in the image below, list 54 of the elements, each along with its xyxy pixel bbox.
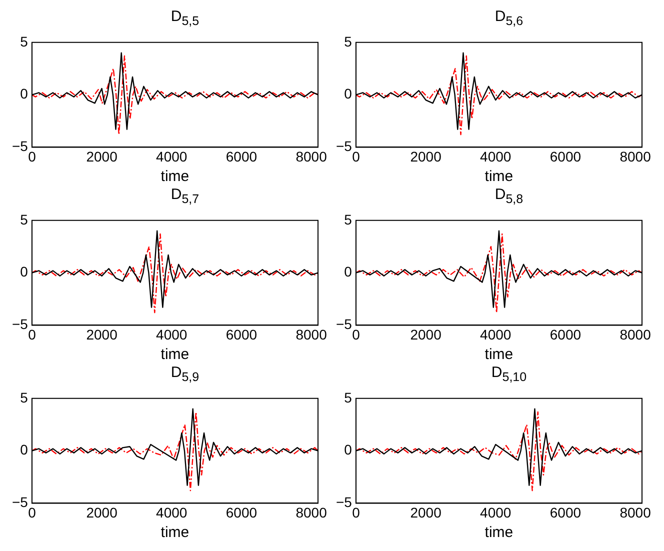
x-axis-title: time bbox=[484, 168, 514, 186]
y-tick-label: −5 bbox=[12, 138, 28, 154]
x-tick-label: 2000 bbox=[86, 148, 118, 164]
x-tick-label: 8000 bbox=[620, 326, 652, 342]
x-tick-label: 4000 bbox=[480, 504, 512, 520]
y-tick-label: 5 bbox=[20, 33, 28, 50]
y-tick-label: 5 bbox=[344, 389, 352, 406]
y-tick-label: −5 bbox=[12, 316, 28, 332]
x-tick-label: 8000 bbox=[296, 504, 328, 520]
y-tick-label: 0 bbox=[344, 264, 352, 280]
x-tick-label: 4000 bbox=[480, 148, 512, 164]
x-axis-title: time bbox=[160, 524, 190, 542]
y-tick-label: 5 bbox=[344, 33, 352, 50]
x-tick-label: 6000 bbox=[550, 504, 582, 520]
y-tick-label: −5 bbox=[336, 494, 352, 510]
y-tick-label: −5 bbox=[336, 138, 352, 154]
x-tick-label: 8000 bbox=[620, 504, 652, 520]
x-tick-label: 6000 bbox=[226, 326, 258, 342]
chart-title: D$_{5,5}$ bbox=[170, 8, 200, 30]
x-tick-label: 2000 bbox=[410, 504, 442, 520]
x-tick-label: 4000 bbox=[480, 326, 512, 342]
x-axis-title: time bbox=[484, 524, 514, 542]
y-tick-label: 5 bbox=[20, 211, 28, 228]
y-tick-label: 0 bbox=[20, 442, 28, 458]
x-axis-title: time bbox=[484, 346, 514, 364]
chart-title: D$_{5,8}$ bbox=[494, 186, 524, 208]
x-tick-label: 8000 bbox=[296, 326, 328, 342]
y-tick-label: 0 bbox=[20, 264, 28, 280]
x-tick-label: 8000 bbox=[620, 148, 652, 164]
x-tick-label: 6000 bbox=[226, 504, 258, 520]
y-tick-label: −5 bbox=[336, 316, 352, 332]
chart-title: D$_{5,9}$ bbox=[170, 364, 200, 386]
chart-title: D$_{5,6}$ bbox=[494, 8, 524, 30]
x-axis-title: time bbox=[160, 346, 190, 364]
x-tick-label: 4000 bbox=[156, 504, 188, 520]
x-tick-label: 2000 bbox=[86, 326, 118, 342]
x-tick-label: 8000 bbox=[296, 148, 328, 164]
y-tick-label: 0 bbox=[344, 442, 352, 458]
y-tick-label: 0 bbox=[20, 86, 28, 102]
x-tick-label: 6000 bbox=[226, 148, 258, 164]
x-tick-label: 2000 bbox=[410, 326, 442, 342]
y-tick-label: 0 bbox=[344, 86, 352, 102]
x-tick-label: 2000 bbox=[86, 504, 118, 520]
y-tick-label: −5 bbox=[12, 494, 28, 510]
x-tick-label: 6000 bbox=[550, 148, 582, 164]
x-axis-title: time bbox=[160, 168, 190, 186]
y-tick-label: 5 bbox=[344, 211, 352, 228]
x-tick-label: 4000 bbox=[156, 326, 188, 342]
chart-title: D$_{5,10}$ bbox=[490, 364, 528, 386]
x-tick-label: 6000 bbox=[550, 326, 582, 342]
chart-title: D$_{5,7}$ bbox=[170, 186, 200, 208]
y-tick-label: 5 bbox=[20, 389, 28, 406]
x-tick-label: 4000 bbox=[156, 148, 188, 164]
x-tick-label: 2000 bbox=[410, 148, 442, 164]
